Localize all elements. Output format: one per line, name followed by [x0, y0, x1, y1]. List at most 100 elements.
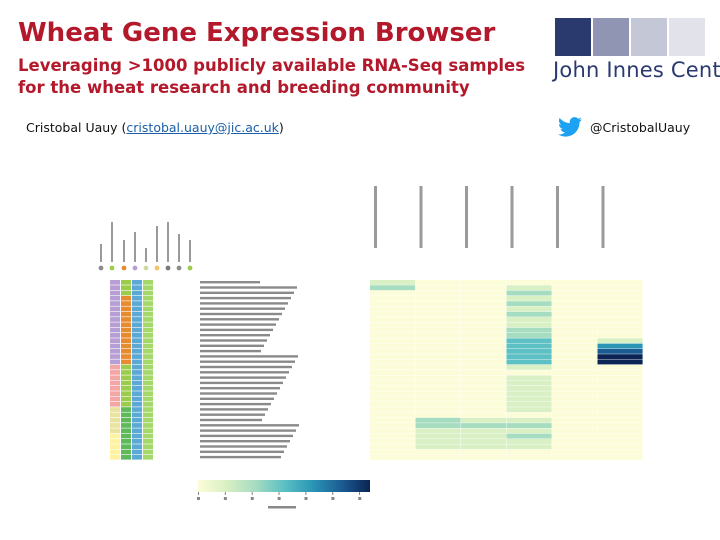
annotation-cell [132, 375, 142, 381]
column-label-mark [510, 186, 514, 248]
page-title: Wheat Gene Expression Browser [18, 18, 496, 48]
legend-label-mark [123, 240, 125, 262]
heatmap-cell [506, 401, 552, 407]
scale-axis-label-mark [268, 506, 296, 509]
heatmap-cell [370, 290, 416, 296]
heatmap-column-labels [374, 186, 605, 248]
heatmap-cell [506, 306, 552, 312]
heatmap-cell [506, 338, 552, 344]
author-name: Cristobal Uauy ( [26, 120, 127, 135]
annotation-cell [110, 444, 120, 449]
row-label-mark [200, 376, 286, 379]
annotation-cell [143, 317, 153, 322]
annotation-cell [132, 412, 142, 418]
heatmap-cell [461, 364, 507, 370]
heatmap-cell [461, 338, 507, 344]
heatmap-legend-labels [100, 222, 191, 262]
annotation-cell [143, 306, 153, 312]
annotation-cell [110, 290, 120, 296]
annotation-cell [110, 407, 120, 412]
annotation-cell [132, 322, 142, 328]
color-scale-bar [198, 480, 370, 492]
row-label-mark [200, 434, 293, 438]
heatmap-cell [370, 391, 416, 397]
author-email-link[interactable]: cristobal.uauy@jic.ac.uk [126, 120, 279, 135]
heatmap-cell [415, 439, 461, 444]
legend-key [109, 265, 115, 271]
heatmap-cell [415, 301, 461, 307]
annotation-cell [143, 391, 153, 396]
heatmap-cell [597, 439, 643, 444]
heatmap-cell [597, 396, 643, 402]
row-label-mark [200, 355, 298, 358]
heatmap-cell [461, 396, 507, 402]
scale-tick-label-mark [358, 497, 362, 500]
annotation-cell [132, 338, 142, 343]
heatmap-cell [415, 380, 461, 386]
heatmap-cell [461, 285, 507, 291]
heatmap-cell [461, 444, 507, 450]
heatmap-cell [370, 359, 416, 365]
annotation-cell [121, 295, 131, 301]
annotation-cell [121, 301, 131, 306]
annotation-cell [121, 396, 131, 402]
scale-tick-label-mark [197, 497, 200, 500]
heatmap-cell [370, 285, 416, 291]
heatmap-cell [370, 417, 416, 423]
scale-tick-label-mark [331, 497, 335, 500]
row-label-mark [200, 281, 260, 284]
heatmap-cell [597, 280, 643, 285]
annotation-cell [143, 428, 153, 434]
heatmap-cell [461, 354, 507, 360]
annotation-cell [110, 311, 120, 317]
annotation-cell [110, 327, 120, 333]
heatmap-cell [597, 338, 643, 344]
annotation-cell [132, 333, 142, 338]
twitter-handle[interactable]: @CristobalUauy [590, 120, 691, 135]
heatmap-cell [597, 401, 643, 407]
heatmap-cell [415, 354, 461, 360]
annotation-cell [132, 327, 142, 333]
legend-key [132, 265, 138, 271]
logo-block [631, 18, 667, 56]
scale-tick [278, 492, 280, 495]
annotation-cell [143, 454, 153, 460]
heatmap-cell [506, 359, 552, 365]
heatmap-cell [597, 375, 643, 381]
heatmap-cell [415, 386, 461, 391]
heatmap-cell [597, 311, 643, 317]
heatmap-cell [461, 391, 507, 397]
heatmap-cell [461, 428, 507, 434]
annotation-cell [143, 348, 153, 354]
annotation-cell [132, 417, 142, 423]
legend-key [121, 265, 127, 271]
annotation-cell [110, 401, 120, 407]
row-label-mark [200, 402, 271, 406]
heatmap-cell [506, 439, 552, 444]
row-label-mark [200, 445, 287, 448]
heatmap-cell [415, 417, 461, 423]
legend-key [154, 265, 160, 271]
annotation-cell [121, 444, 131, 449]
row-label-mark [200, 286, 297, 289]
annotation-cell [110, 412, 120, 418]
annotation-cell [121, 375, 131, 381]
annotation-cell [121, 423, 131, 428]
heatmap-cell [461, 348, 507, 354]
author-line: Cristobal Uauy (cristobal.uauy@jic.ac.uk… [26, 120, 284, 135]
heatmap-cell [597, 412, 643, 418]
heatmap-cell [415, 428, 461, 434]
heatmap-cell [370, 364, 416, 370]
heatmap-cell [506, 354, 552, 360]
row-label-mark [200, 450, 284, 453]
heatmap-cell [461, 454, 507, 460]
annotation-cell [132, 396, 142, 402]
annotation-cell [110, 386, 120, 391]
logo-block [593, 18, 629, 56]
legend-key [143, 265, 149, 271]
heatmap-cell [597, 285, 643, 291]
annotation-cell [143, 386, 153, 391]
annotation-cell [132, 449, 142, 455]
heatmap-cell [370, 348, 416, 354]
column-label-mark [374, 186, 377, 248]
